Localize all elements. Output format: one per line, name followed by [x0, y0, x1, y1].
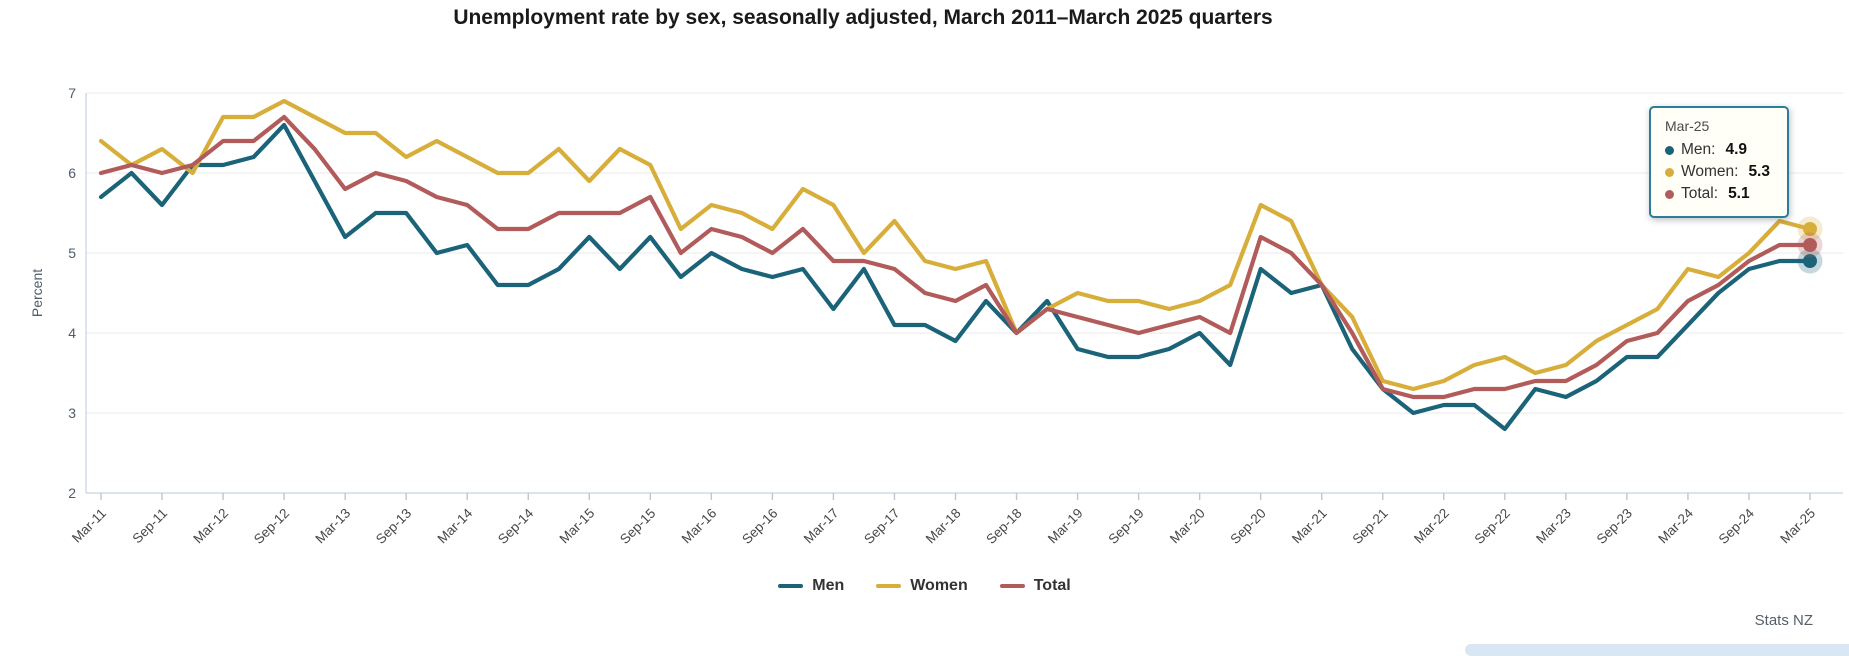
legend-item-total[interactable]: Total: [999, 577, 1071, 595]
x-tick-label-Mar-16: Mar-16: [679, 506, 720, 547]
x-tick-label-Mar-14: Mar-14: [434, 505, 475, 546]
x-tick-label-Mar-12: Mar-12: [190, 506, 231, 547]
total-series-dot-icon: [1665, 189, 1674, 199]
tooltip-men-value: 4.9: [1725, 141, 1748, 158]
x-tick-label-Sep-13: Sep-13: [373, 506, 414, 547]
x-tick-label-Sep-16: Sep-16: [739, 506, 780, 547]
end-marker-total[interactable]: [1803, 238, 1817, 252]
y-tick-label-7: 7: [68, 85, 76, 101]
x-tick-label-Sep-21: Sep-21: [1349, 506, 1390, 547]
x-tick-label-Mar-21: Mar-21: [1289, 506, 1330, 547]
x-tick-label-Sep-23: Sep-23: [1594, 506, 1635, 547]
legend-item-men[interactable]: Men: [778, 577, 844, 595]
end-marker-men[interactable]: [1803, 254, 1817, 268]
y-tick-label-4: 4: [68, 325, 76, 341]
x-tick-label-Sep-20: Sep-20: [1227, 506, 1268, 547]
x-tick-label-Mar-19: Mar-19: [1045, 506, 1086, 547]
legend-item-women[interactable]: Women: [876, 577, 968, 595]
legend-label-total: Total: [1033, 577, 1071, 594]
tooltip-period-label: Mar-25: [1665, 118, 1710, 134]
legend-label-men: Men: [812, 577, 845, 594]
men-series-dot-icon: [1665, 145, 1674, 155]
x-tick-label-Mar-20: Mar-20: [1167, 506, 1208, 547]
y-tick-label-3: 3: [68, 405, 76, 421]
x-tick-label-Sep-14: Sep-14: [495, 505, 537, 547]
x-tick-label-Sep-15: Sep-15: [617, 506, 658, 547]
x-tick-label-Sep-11: Sep-11: [129, 506, 170, 547]
legend-label-women: Women: [910, 577, 968, 594]
unemployment-line-chart: 7 6 5 4 3 2 Percent Mar-11 Sep-11 Mar-12 Sep-12 Mar…: [29, 85, 1843, 547]
chart-legend: Men Women Total: [0, 577, 1849, 595]
x-tick-label-Mar-22: Mar-22: [1411, 506, 1452, 547]
series-line-men[interactable]: [98, 122, 1813, 432]
x-tick-label-Sep-22: Sep-22: [1472, 506, 1513, 547]
y-axis-title: Percent: [29, 269, 45, 317]
tooltip-row-women: Women: 5.3: [1665, 163, 1775, 181]
horizontal-scrollbar[interactable]: [1465, 644, 1849, 656]
series-line-women[interactable]: [98, 98, 1813, 392]
tooltip-women-label: Women:: [1681, 163, 1739, 180]
x-tick-label-Sep-12: Sep-12: [251, 506, 292, 547]
page-title: Unemployment rate by sex, seasonally adj…: [453, 6, 1273, 29]
series-line-total[interactable]: [98, 114, 1813, 400]
x-tick-label-Mar-23: Mar-23: [1533, 506, 1574, 547]
women-series-dot-icon: [1665, 167, 1674, 177]
x-tick-label-Mar-25: Mar-25: [1777, 506, 1818, 547]
tooltip-total-label: Total:: [1681, 185, 1719, 202]
tooltip-row-men: Men: 4.9: [1665, 141, 1775, 159]
x-tick-label-Mar-18: Mar-18: [923, 506, 964, 547]
y-tick-label-5: 5: [68, 245, 76, 261]
women-legend-swatch-icon: [876, 584, 902, 588]
tooltip-men-label: Men:: [1681, 141, 1716, 158]
x-tick-label-Mar-11: Mar-11: [69, 506, 109, 546]
end-marker-women[interactable]: [1803, 222, 1817, 236]
tooltip-row-total: Total: 5.1: [1665, 185, 1775, 203]
tooltip-total-value: 5.1: [1728, 185, 1750, 202]
x-tick-label-Mar-13: Mar-13: [312, 506, 353, 547]
total-legend-swatch-icon: [999, 584, 1025, 588]
y-tick-label-2: 2: [68, 485, 76, 501]
x-tick-label-Mar-15: Mar-15: [557, 506, 598, 547]
men-legend-swatch-icon: [778, 584, 804, 588]
y-tick-label-6: 6: [68, 165, 76, 181]
source-attribution: Stats NZ: [1754, 612, 1813, 629]
x-tick-label-Sep-19: Sep-19: [1105, 506, 1146, 547]
x-tick-label-Mar-17: Mar-17: [801, 506, 842, 547]
x-tick-label-Sep-18: Sep-18: [983, 506, 1024, 547]
tooltip-women-value: 5.3: [1748, 163, 1770, 180]
chart-tooltip: Mar-25 Men: 4.9 Women: 5.3 Total: 5.1: [1649, 106, 1789, 218]
x-tick-label-Sep-17: Sep-17: [861, 506, 902, 547]
x-tick-label-Mar-24: Mar-24: [1655, 505, 1696, 546]
x-tick-label-Sep-24: Sep-24: [1716, 505, 1758, 547]
